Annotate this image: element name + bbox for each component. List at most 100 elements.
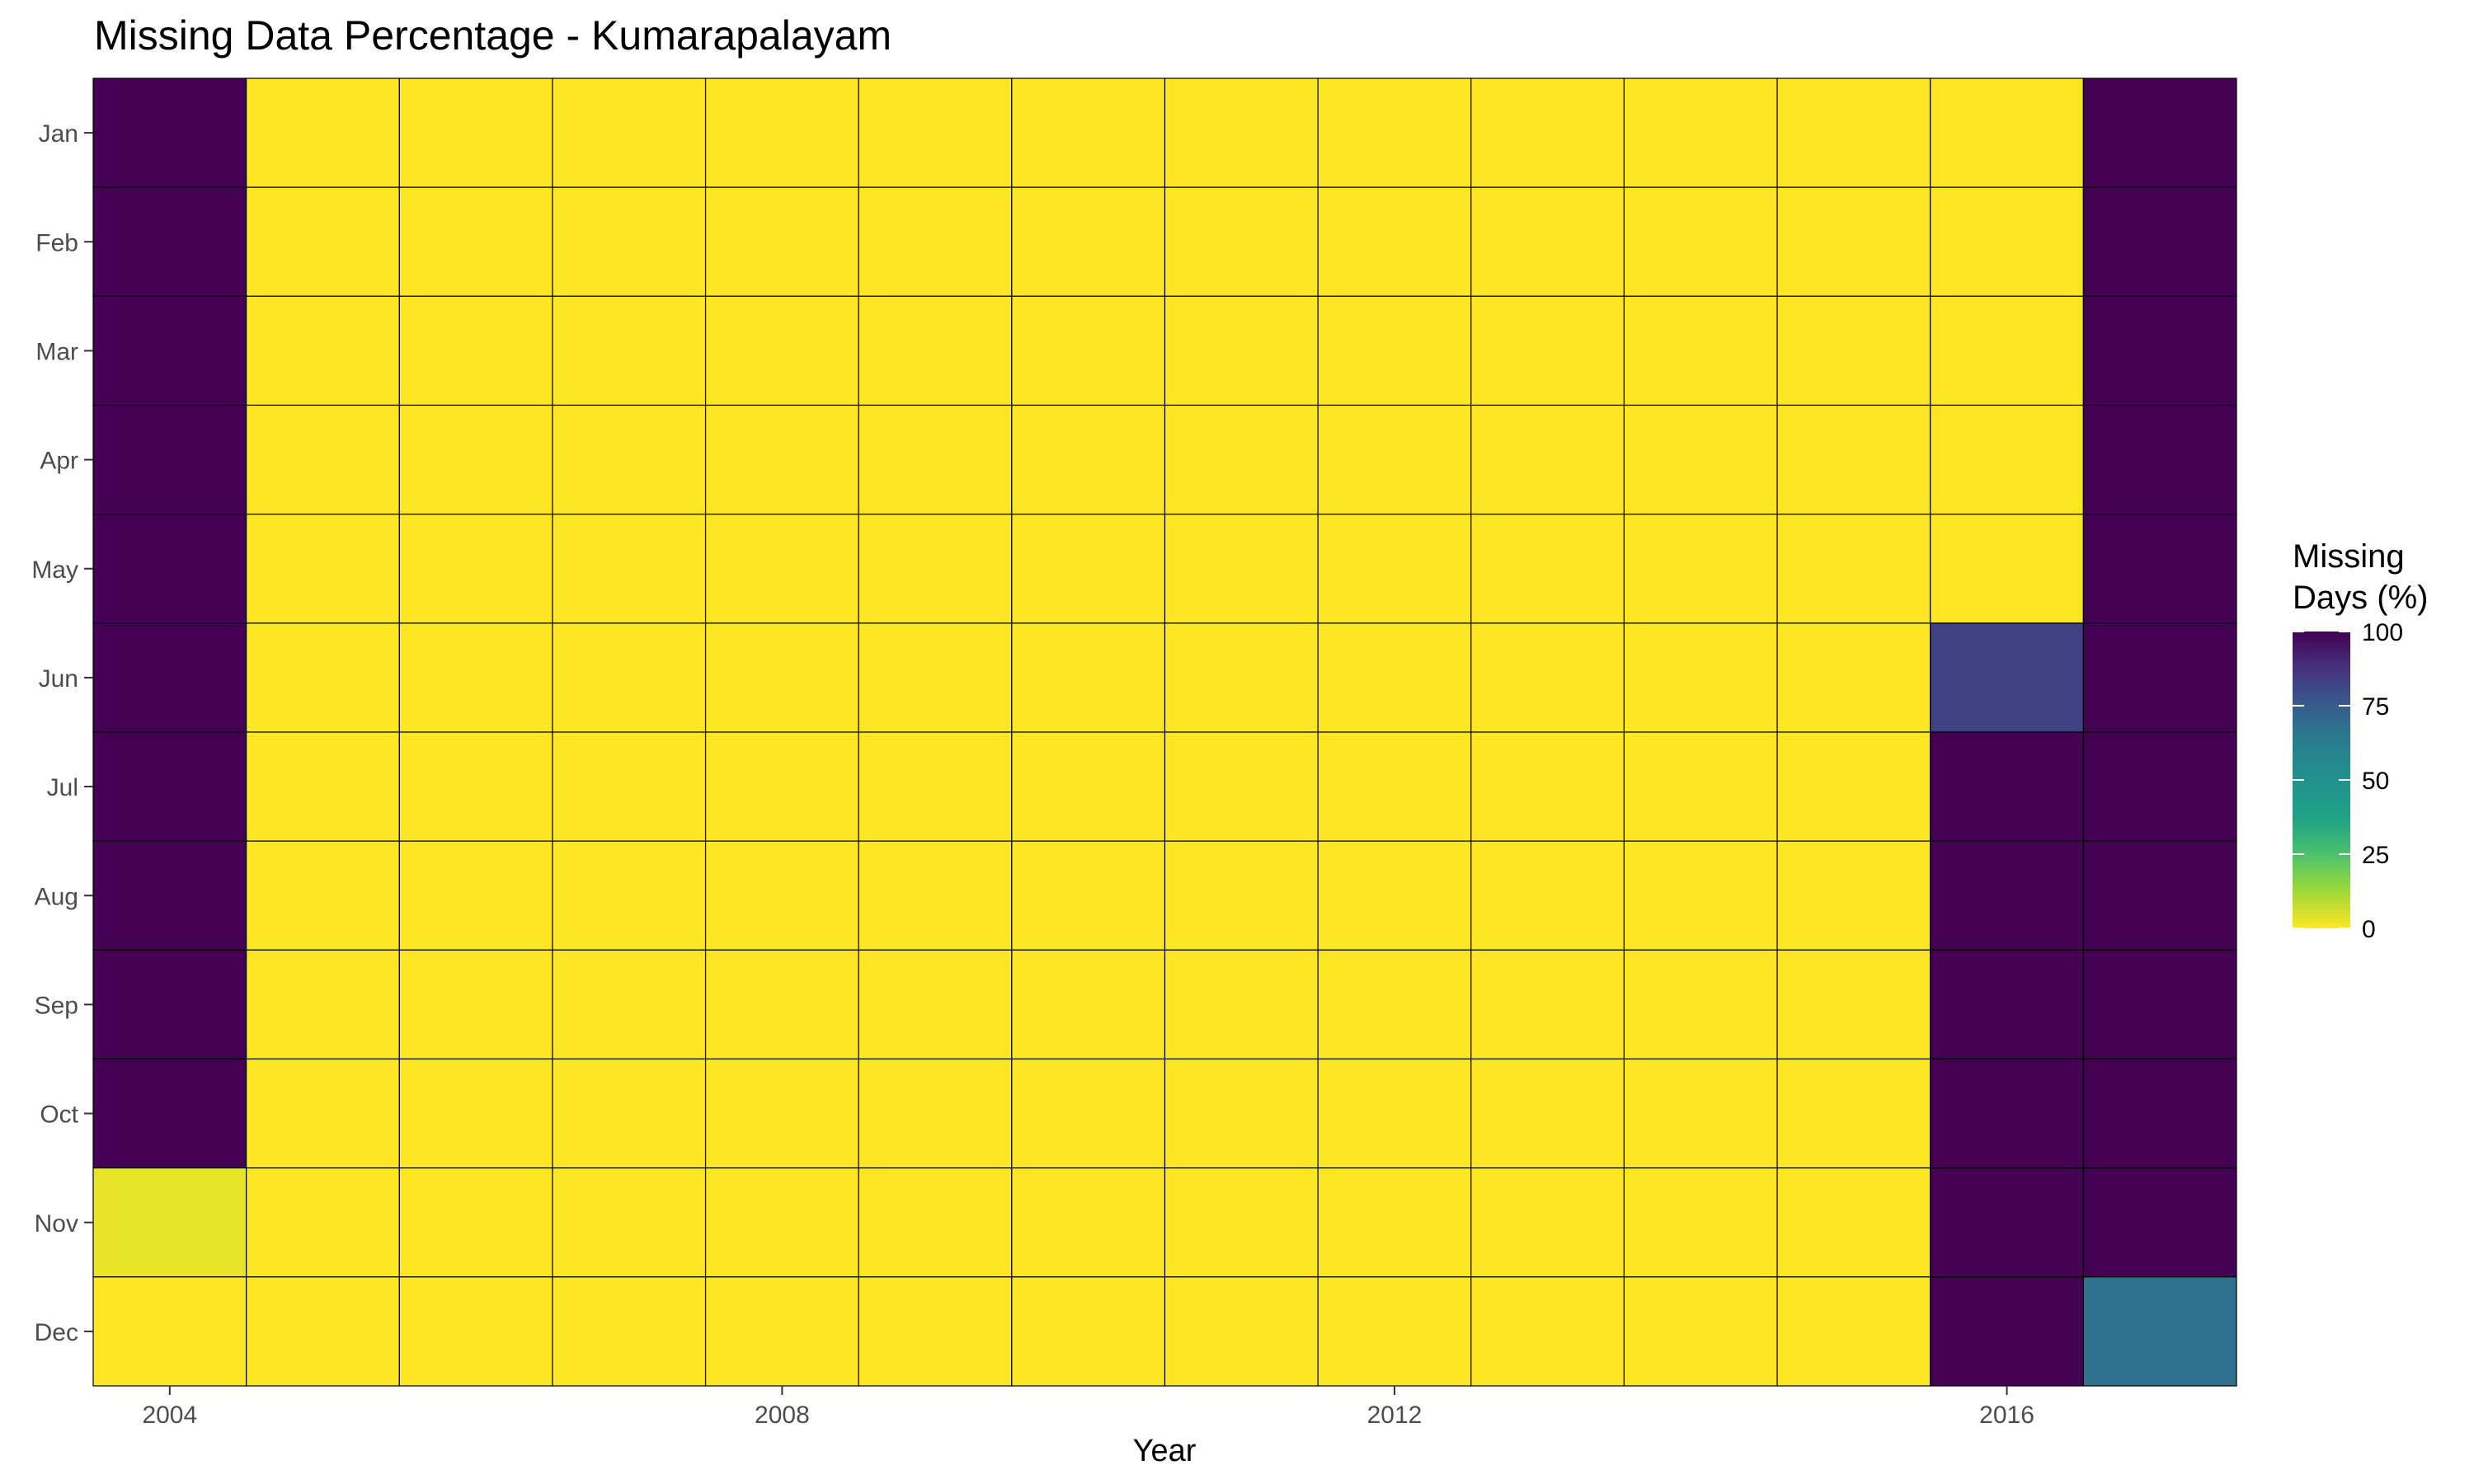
heatmap-cell-nov-2010 bbox=[1011, 1167, 1166, 1278]
heatmap-cell-oct-2008 bbox=[704, 1058, 859, 1169]
heatmap-cell-jul-2013 bbox=[1470, 731, 1625, 842]
heatmap-cell-oct-2015 bbox=[1776, 1058, 1931, 1169]
heatmap-cell-dec-2004 bbox=[92, 1276, 247, 1387]
heatmap-cell-jun-2006 bbox=[398, 622, 553, 733]
y-tick-label-apr: Apr bbox=[40, 448, 78, 475]
heatmap-cell-apr-2006 bbox=[398, 404, 553, 515]
heatmap-cell-mar-2009 bbox=[858, 295, 1013, 406]
heatmap-cell-dec-2013 bbox=[1470, 1276, 1625, 1387]
heatmap-cell-may-2006 bbox=[398, 514, 553, 624]
heatmap-cell-mar-2017 bbox=[2082, 295, 2237, 406]
heatmap-cell-mar-2012 bbox=[1317, 295, 1472, 406]
heatmap-cell-may-2015 bbox=[1776, 514, 1931, 624]
legend-tick-label-25: 25 bbox=[2362, 842, 2389, 869]
heatmap-cell-sep-2017 bbox=[2082, 949, 2237, 1060]
heatmap-cell-feb-2015 bbox=[1776, 186, 1931, 297]
heatmap-cell-dec-2015 bbox=[1776, 1276, 1931, 1387]
heatmap-cell-aug-2016 bbox=[1930, 840, 2084, 951]
y-tick-label-mar: Mar bbox=[35, 338, 78, 365]
heatmap-cell-mar-2004 bbox=[92, 295, 247, 406]
heatmap-cell-dec-2012 bbox=[1317, 1276, 1472, 1387]
heatmap-cell-oct-2005 bbox=[246, 1058, 400, 1169]
heatmap-cell-dec-2009 bbox=[858, 1276, 1013, 1387]
legend-tick-label-75: 75 bbox=[2362, 693, 2389, 721]
heatmap-cell-oct-2009 bbox=[858, 1058, 1013, 1169]
y-tick-label-sep: Sep bbox=[35, 992, 78, 1019]
heatmap-cell-sep-2006 bbox=[398, 949, 553, 1060]
heatmap-cell-apr-2014 bbox=[1623, 404, 1778, 515]
heatmap-cell-jul-2017 bbox=[2082, 731, 2237, 842]
heatmap-cell-jan-2011 bbox=[1164, 77, 1319, 188]
heatmap-cell-oct-2013 bbox=[1470, 1058, 1625, 1169]
heatmap-cell-may-2009 bbox=[858, 514, 1013, 624]
heatmap-cell-jan-2016 bbox=[1930, 77, 2084, 188]
heatmap-cell-jul-2014 bbox=[1623, 731, 1778, 842]
heatmap-cell-mar-2007 bbox=[552, 295, 707, 406]
heatmap-cell-mar-2015 bbox=[1776, 295, 1931, 406]
heatmap-cell-apr-2017 bbox=[2082, 404, 2237, 515]
heatmap-cell-jun-2014 bbox=[1623, 622, 1778, 733]
x-tick-label-2016: 2016 bbox=[1979, 1402, 2034, 1429]
heatmap-cell-aug-2015 bbox=[1776, 840, 1931, 951]
heatmap-cell-nov-2004 bbox=[92, 1167, 247, 1278]
heatmap-cell-jun-2008 bbox=[704, 622, 859, 733]
heatmap-cell-sep-2009 bbox=[858, 949, 1013, 1060]
y-tick-label-jul: Jul bbox=[47, 774, 78, 801]
heatmap-cell-sep-2008 bbox=[704, 949, 859, 1060]
heatmap-cell-apr-2009 bbox=[858, 404, 1013, 515]
heatmap-cell-aug-2012 bbox=[1317, 840, 1472, 951]
x-tick-label-2004: 2004 bbox=[142, 1402, 197, 1429]
heatmap-cell-nov-2006 bbox=[398, 1167, 553, 1278]
legend-ticks: 0 25 50 75 100 bbox=[2293, 619, 2403, 943]
x-axis: 2004 2008 2012 2016 bbox=[142, 1386, 2034, 1429]
heatmap-cell-apr-2008 bbox=[704, 404, 859, 515]
heatmap-cell-dec-2011 bbox=[1164, 1276, 1319, 1387]
heatmap-cell-feb-2011 bbox=[1164, 186, 1319, 297]
heatmap-cell-jul-2004 bbox=[92, 731, 247, 842]
heatmap-cell-jun-2015 bbox=[1776, 622, 1931, 733]
heatmap-cell-sep-2004 bbox=[92, 949, 247, 1060]
heatmap-cell-aug-2008 bbox=[704, 840, 859, 951]
legend-tick-label-100: 100 bbox=[2362, 619, 2403, 646]
heatmap-cell-jun-2016 bbox=[1930, 622, 2084, 733]
heatmap-cell-jan-2010 bbox=[1011, 77, 1166, 188]
heatmap-cell-mar-2006 bbox=[398, 295, 553, 406]
heatmap-cell-dec-2010 bbox=[1011, 1276, 1166, 1387]
legend-tick-label-0: 0 bbox=[2362, 916, 2376, 943]
heatmap-cell-apr-2016 bbox=[1930, 404, 2084, 515]
heatmap-cell-may-2005 bbox=[246, 514, 400, 624]
heatmap-cell-feb-2010 bbox=[1011, 186, 1166, 297]
heatmap-cell-jan-2015 bbox=[1776, 77, 1931, 188]
y-tick-label-aug: Aug bbox=[35, 883, 78, 910]
y-tick-label-may: May bbox=[31, 556, 78, 584]
heatmap-cell-oct-2010 bbox=[1011, 1058, 1166, 1169]
heatmap-cell-sep-2005 bbox=[246, 949, 400, 1060]
heatmap-cell-jul-2006 bbox=[398, 731, 553, 842]
heatmap-cell-mar-2011 bbox=[1164, 295, 1319, 406]
heatmap-cell-nov-2013 bbox=[1470, 1167, 1625, 1278]
heatmap-cell-apr-2004 bbox=[92, 404, 247, 515]
heatmap-cell-may-2007 bbox=[552, 514, 707, 624]
heatmap-cell-feb-2007 bbox=[552, 186, 707, 297]
heatmap-cell-apr-2015 bbox=[1776, 404, 1931, 515]
heatmap-cell-sep-2013 bbox=[1470, 949, 1625, 1060]
heatmap-cell-apr-2007 bbox=[552, 404, 707, 515]
heatmap-cell-jul-2015 bbox=[1776, 731, 1931, 842]
legend-title-line-1: Missing bbox=[2293, 538, 2405, 575]
heatmap-cell-aug-2006 bbox=[398, 840, 553, 951]
heatmap-cell-jun-2007 bbox=[552, 622, 707, 733]
heatmap-cell-feb-2009 bbox=[858, 186, 1013, 297]
heatmap-cell-jan-2009 bbox=[858, 77, 1013, 188]
heatmap-cell-mar-2008 bbox=[704, 295, 859, 406]
heatmap-cell-aug-2011 bbox=[1164, 840, 1319, 951]
legend-title-line-2: Days (%) bbox=[2293, 580, 2428, 616]
heatmap-cell-oct-2007 bbox=[552, 1058, 707, 1169]
heatmap-cell-dec-2006 bbox=[398, 1276, 553, 1387]
heatmap-cell-feb-2006 bbox=[398, 186, 553, 297]
heatmap-cell-aug-2004 bbox=[92, 840, 247, 951]
heatmap-cell-mar-2013 bbox=[1470, 295, 1625, 406]
heatmap-cell-oct-2004 bbox=[92, 1058, 247, 1169]
heatmap-cell-dec-2007 bbox=[552, 1276, 707, 1387]
y-tick-label-nov: Nov bbox=[35, 1210, 78, 1237]
heatmap-cell-dec-2008 bbox=[704, 1276, 859, 1387]
